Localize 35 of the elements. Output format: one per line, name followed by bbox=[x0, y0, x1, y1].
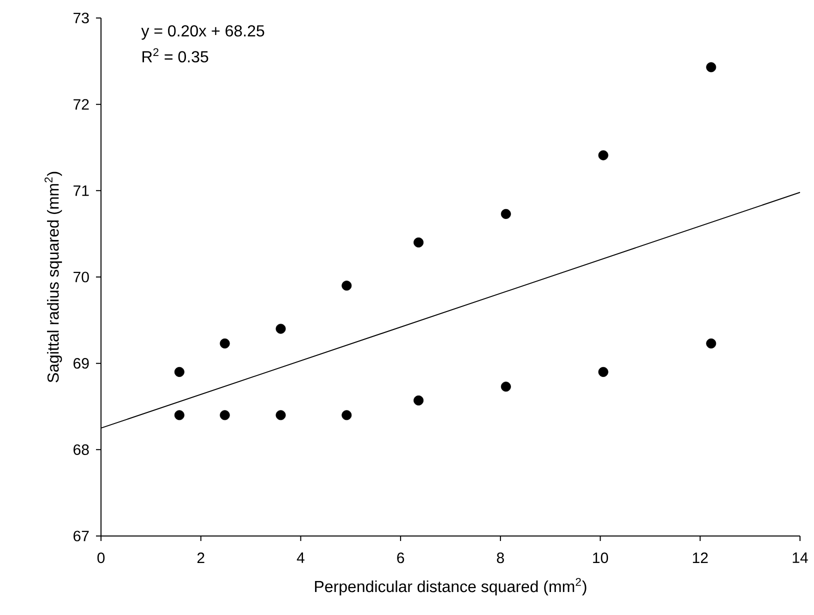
x-tick-label: 8 bbox=[496, 552, 504, 564]
point bbox=[342, 410, 352, 420]
point bbox=[598, 150, 608, 160]
x-axis-title: Perpendicular distance squared (mm$^{2}$) bbox=[315, 578, 586, 596]
y-axis-title: Sagittal radius squared (mm$^{2}$) bbox=[44, 172, 62, 382]
point bbox=[220, 338, 230, 348]
x-tick-label: 10 bbox=[593, 552, 608, 564]
point bbox=[414, 395, 424, 406]
point bbox=[500, 382, 511, 392]
y-tick-label: 70 bbox=[74, 272, 89, 282]
y-tick-label: 69 bbox=[74, 358, 89, 369]
x-tick-label: 6 bbox=[397, 552, 404, 564]
point bbox=[276, 324, 286, 334]
y-tick-label: 72 bbox=[74, 99, 89, 110]
point bbox=[342, 280, 352, 291]
point bbox=[500, 208, 511, 219]
x-tick-label: 12 bbox=[692, 552, 708, 563]
x-tick-label: 0 bbox=[97, 552, 105, 564]
point bbox=[220, 410, 230, 420]
y-tick-label: 67 bbox=[74, 530, 89, 542]
point bbox=[414, 237, 424, 248]
x-tick-label: 4 bbox=[296, 552, 304, 563]
point bbox=[598, 366, 608, 377]
y-tick-label: 71 bbox=[74, 186, 89, 196]
point bbox=[174, 410, 184, 420]
y-tick-label: 68 bbox=[74, 444, 89, 455]
x-tick-label: 2 bbox=[197, 552, 204, 563]
y-tick-label: 73 bbox=[74, 12, 89, 24]
point bbox=[174, 366, 184, 377]
annotation: R$^{2}$ = 0.35 bbox=[142, 48, 208, 62]
point bbox=[706, 338, 716, 348]
x-tick-label: 14 bbox=[792, 552, 808, 563]
point bbox=[706, 62, 716, 72]
annotation: y = 0.20x + 68.25 bbox=[141, 25, 264, 40]
point bbox=[276, 410, 286, 420]
